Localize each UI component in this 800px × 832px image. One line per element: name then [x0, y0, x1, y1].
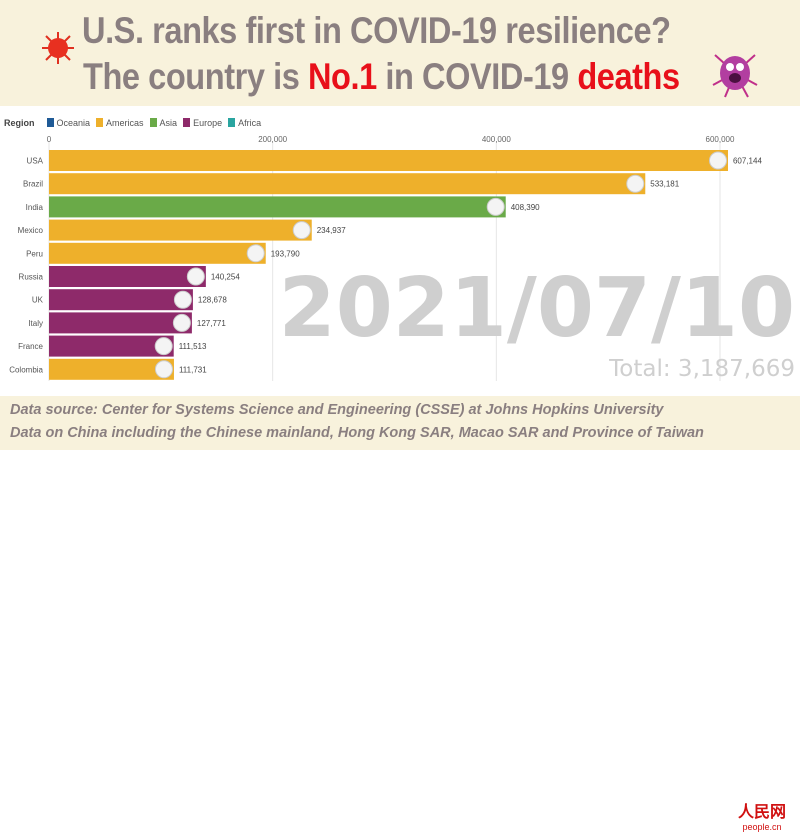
bar-russia — [49, 266, 206, 287]
legend-label: Africa — [238, 118, 262, 128]
bar-peru — [49, 242, 266, 264]
category-label: Mexico — [18, 226, 44, 235]
category-label: Russia — [19, 273, 44, 282]
flag-icon-brazil — [626, 174, 645, 193]
flag-icon-usa — [708, 151, 727, 170]
bar-mexico — [49, 219, 312, 241]
header: U.S. ranks first in COVID-19 resilience?… — [0, 0, 800, 106]
category-label: India — [26, 203, 44, 212]
headline-text: in COVID-19 — [376, 56, 578, 97]
virus-icon — [42, 32, 74, 64]
footer: Data source: Center for Systems Science … — [0, 396, 800, 832]
legend: Region Oceania Americas Asia Europe Africa — [4, 118, 261, 128]
data-note: Data on China including the Chinese main… — [10, 425, 704, 441]
category-label: UK — [32, 296, 44, 305]
bar-india — [49, 196, 506, 218]
value-label: 111,513 — [179, 342, 207, 351]
legend-title: Region — [4, 118, 35, 128]
legend-label: Europe — [193, 118, 223, 128]
headline-highlight: No.1 — [307, 56, 377, 97]
legend-item-asia: Asia — [149, 118, 178, 128]
people-cn-logo: 人民网 people.cn — [738, 798, 786, 832]
value-label: 111,731 — [179, 365, 207, 374]
flag-icon-colombia — [154, 360, 173, 379]
value-label: 127,771 — [197, 319, 226, 328]
value-label: 533,181 — [650, 180, 679, 189]
value-label: 140,254 — [211, 273, 240, 282]
bar-brazil — [49, 173, 646, 195]
category-label: France — [18, 342, 43, 351]
bar-uk — [49, 289, 193, 311]
logo-cn: 人民网 — [738, 804, 787, 821]
legend-swatch — [228, 118, 236, 127]
category-label: Brazil — [23, 180, 43, 189]
x-tick-label: 400,000 — [482, 135, 511, 144]
flag-icon-india — [486, 197, 505, 216]
bar-france — [49, 335, 174, 357]
legend-swatch — [183, 118, 191, 127]
flag-icon-peru — [246, 244, 265, 263]
legend-item-oceania: Oceania — [46, 118, 91, 128]
logo-en: people.cn — [742, 822, 782, 832]
legend-swatch — [46, 118, 54, 127]
category-label: Peru — [26, 249, 43, 258]
x-tick-label: 0 — [47, 135, 52, 144]
legend-item-americas: Americas — [96, 118, 144, 128]
category-label: Italy — [28, 319, 43, 328]
flag-icon-uk — [173, 290, 192, 309]
x-tick-label: 600,000 — [706, 135, 735, 144]
legend-swatch — [149, 118, 157, 127]
cartoon-virus-icon — [712, 54, 758, 98]
bar-chart-race: 0 200,000 400,000 600,000 2021/07/10 Total: 3… — [0, 106, 800, 396]
category-label: USA — [27, 157, 44, 166]
value-label: 234,937 — [317, 226, 346, 235]
legend-label: Americas — [106, 118, 144, 128]
headline-line-2: The country is No.1 in COVID-19 deaths — [83, 56, 680, 98]
bar-italy — [49, 312, 192, 334]
bar-colombia — [49, 358, 174, 380]
category-label: Colombia — [9, 365, 43, 374]
flag-icon-russia — [186, 267, 205, 286]
value-label: 408,390 — [511, 203, 540, 212]
headline-text: The country is — [83, 56, 308, 97]
value-label: 607,144 — [733, 157, 762, 166]
data-source: Data source: Center for Systems Science … — [10, 402, 664, 418]
bar-usa — [49, 150, 728, 171]
flag-icon-france — [154, 337, 173, 356]
legend-label: Oceania — [56, 118, 91, 128]
legend-item-africa: Africa — [228, 118, 261, 128]
x-tick-label: 200,000 — [258, 135, 287, 144]
legend-item-europe: Europe — [183, 118, 222, 128]
legend-swatch — [96, 118, 104, 127]
total-label: Total: 3,187,669 — [608, 356, 795, 382]
headline-line-1: U.S. ranks first in COVID-19 resilience? — [82, 10, 671, 51]
value-label: 128,678 — [198, 296, 227, 305]
value-label: 193,790 — [271, 249, 300, 258]
date-watermark: 2021/07/10 — [279, 261, 795, 356]
legend-label: Asia — [159, 118, 178, 128]
flag-icon-mexico — [292, 221, 311, 240]
headline-highlight: deaths — [577, 56, 680, 97]
flag-icon-italy — [172, 313, 191, 332]
